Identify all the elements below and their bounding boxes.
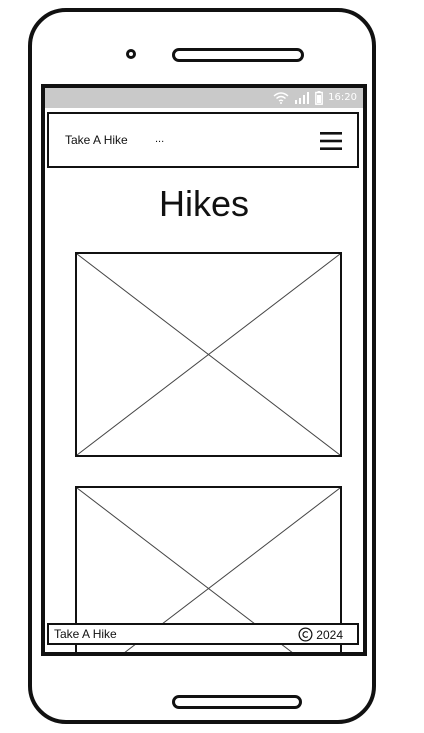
home-button[interactable] xyxy=(172,695,302,709)
hike-image-placeholder[interactable] xyxy=(75,252,342,457)
app-header: Take A Hike ... xyxy=(47,112,359,168)
footer-copyright: 2024 xyxy=(298,627,343,642)
placeholder-cross-icon xyxy=(77,488,340,656)
footer-brand: Take A Hike xyxy=(54,627,117,641)
status-bar: 16:20 xyxy=(45,88,363,108)
brand-logo-text[interactable]: Take A Hike xyxy=(65,133,128,147)
copyright-year: 2024 xyxy=(316,627,343,642)
camera-icon xyxy=(126,49,136,59)
nav-ellipsis: ... xyxy=(155,133,165,145)
copyright-icon xyxy=(298,627,313,642)
signal-icon xyxy=(295,92,310,104)
page-title: Hikes xyxy=(158,183,250,224)
wifi-icon xyxy=(273,92,289,104)
status-time: 16:20 xyxy=(328,92,357,103)
status-icons: 16:20 xyxy=(273,90,357,106)
app-footer: Take A Hike 2024 xyxy=(47,623,359,645)
placeholder-cross-icon xyxy=(77,254,340,455)
hamburger-menu-button[interactable] xyxy=(319,129,343,153)
battery-icon xyxy=(315,91,324,105)
screen: 16:20 Take A Hike ... Hikes Take A Hike xyxy=(41,84,367,656)
speaker-grill xyxy=(172,48,304,62)
hamburger-menu-icon xyxy=(320,132,342,150)
